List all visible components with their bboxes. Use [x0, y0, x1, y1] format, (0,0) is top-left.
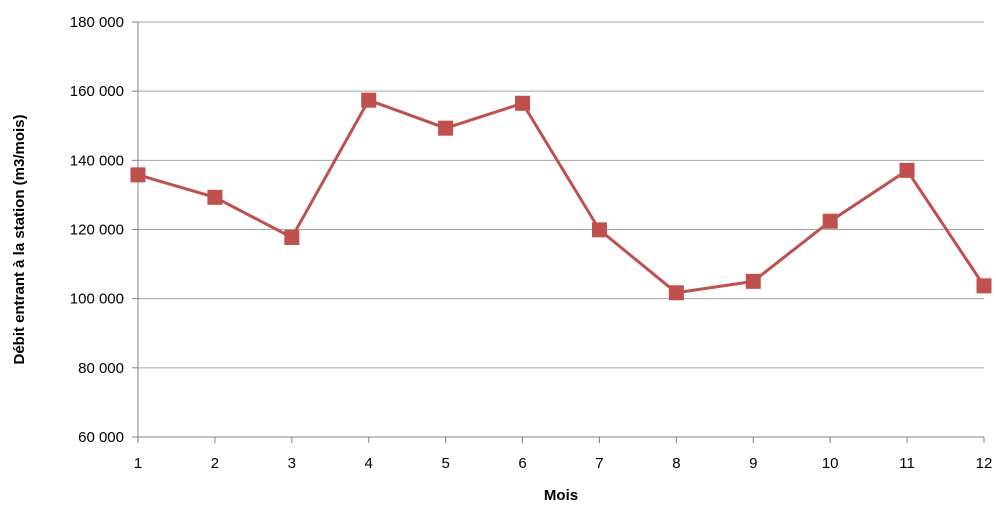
data-point-marker: [976, 278, 992, 294]
data-point-marker: [822, 213, 838, 229]
x-tick-labels: 1 2 3 4 5 6 7 8 9 10 11 12: [134, 455, 993, 472]
data-point-marker: [899, 162, 915, 178]
y-tick-label: 180 000: [70, 14, 124, 31]
y-axis-title: Débit entrant à la station (m3/mois): [11, 114, 28, 364]
data-point-marker: [591, 222, 607, 238]
x-tick-label: 10: [822, 455, 839, 472]
data-point-marker: [745, 273, 761, 289]
data-point-marker: [207, 189, 223, 205]
gridlines: [138, 21, 984, 369]
y-tick-label: 160 000: [70, 83, 124, 100]
data-point-marker: [361, 92, 377, 108]
y-tick-label: 100 000: [70, 291, 124, 308]
x-tick-label: 6: [518, 455, 526, 472]
data-point-marker: [668, 285, 684, 301]
x-tick-label: 1: [134, 455, 142, 472]
y-tick-labels: 60 000 80 000 100 000 120 000 140 000 160 000…: [70, 14, 124, 446]
x-tick-label: 11: [899, 455, 915, 472]
x-tick-label: 4: [365, 455, 373, 472]
y-tick-label: 140 000: [70, 152, 124, 169]
series: [130, 92, 992, 301]
x-tick-label: 8: [672, 455, 680, 472]
axes: [132, 21, 985, 443]
data-point-marker: [438, 120, 454, 136]
data-point-marker: [130, 167, 146, 183]
y-tick-label: 80 000: [78, 360, 124, 377]
y-tick-label: 60 000: [78, 429, 124, 446]
x-axis-title: Mois: [544, 487, 578, 504]
x-tick-label: 9: [749, 455, 757, 472]
x-tick-label: 3: [288, 455, 296, 472]
x-tick-label: 2: [211, 455, 219, 472]
data-point-marker: [515, 95, 531, 111]
x-tick-label: 5: [441, 455, 449, 472]
series-line: [137, 98, 986, 295]
x-tick-label: 12: [976, 455, 993, 472]
x-tick-label: 7: [595, 455, 603, 472]
y-tick-label: 120 000: [70, 222, 124, 239]
data-point-marker: [284, 229, 300, 245]
